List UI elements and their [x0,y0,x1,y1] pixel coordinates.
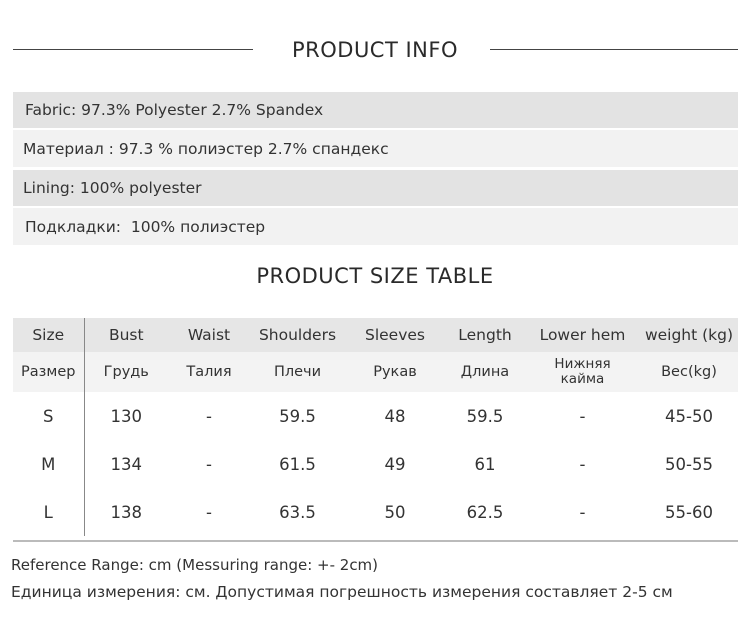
cell-size: L [13,488,85,536]
cell-waist: - [206,454,212,474]
cell-waist: - [206,502,212,522]
cell-lower-hem: - [579,406,586,426]
footer-reference-range: Reference Range: cm (Messuring range: +-… [11,556,379,574]
cell-size: M [13,440,85,488]
cell-shoulders: 63.5 [279,502,316,522]
header-length: Length [445,318,525,352]
cell-sleeves: 50 [384,502,406,522]
cell-weight: 50-55 [665,454,713,474]
info-row-fabric: Fabric: 97.3% Polyester 2.7% Spandex [13,92,738,128]
cell-weight: 55-60 [665,502,713,522]
header-bust: Bust [84,318,168,352]
header-waist: Waist [168,318,250,352]
header-length-ru: Длина [445,352,525,392]
cell-bust: 130 [110,406,143,426]
cell-lower-hem: - [579,454,586,474]
header-waist-ru: Талия [168,352,250,392]
header-size: Size [13,318,85,352]
info-row-lining: Lining: 100% polyester [13,170,738,206]
header-weight-ru: Вес(kg) [640,352,738,392]
cell-sleeves: 48 [384,406,406,426]
header-lower-hem: Lower hem [525,318,640,352]
header-sleeves: Sleeves [345,318,445,352]
cell-shoulders: 61.5 [279,454,316,474]
footer-reference-range-ru: Единица измерения: см. Допустимая погреш… [11,583,673,601]
title-rule-left [13,49,253,50]
header-sleeves-ru: Рукав [345,352,445,392]
cell-weight: 45-50 [665,406,713,426]
title-rule-right [490,49,738,50]
info-row-lining-ru: Подкладки: 100% полиэстер [13,208,738,245]
cell-bust: 138 [110,502,143,522]
cell-length: 62.5 [466,502,504,522]
table-bottom-line [13,540,738,542]
info-row-material-ru: Материал : 97.3 % полиэстер 2.7% спандек… [13,130,738,167]
size-table-title: PRODUCT SIZE TABLE [256,264,494,288]
cell-size: S [13,392,85,440]
cell-lower-hem: - [579,502,586,522]
table-row-l: L 138 - 63.5 50 62.5 - 55-60 [13,488,738,536]
cell-bust: 134 [110,454,143,474]
header-lower-hem-ru: Нижняя кайма [525,352,640,392]
header-row-en: Size Bust Waist Shoulders Sleeves Length… [13,318,738,352]
header-weight: weight (kg) [640,318,738,352]
size-table: Size Bust Waist Shoulders Sleeves Length… [13,318,738,536]
cell-sleeves: 49 [384,454,406,474]
table-row-m: M 134 - 61.5 49 61 - 50-55 [13,440,738,488]
table-row-s: S 130 - 59.5 48 59.5 - 45-50 [13,392,738,440]
cell-length: 61 [474,454,496,474]
header-row-ru: Размер Грудь Талия Плечи Рукав Длина Ниж… [13,352,738,392]
header-shoulders: Shoulders [250,318,345,352]
header-size-ru: Размер [13,352,85,392]
cell-shoulders: 59.5 [279,406,316,426]
cell-waist: - [206,406,212,426]
header-bust-ru: Грудь [84,352,168,392]
cell-length: 59.5 [466,406,504,426]
product-info-title: PRODUCT INFO [291,38,458,62]
header-shoulders-ru: Плечи [250,352,345,392]
